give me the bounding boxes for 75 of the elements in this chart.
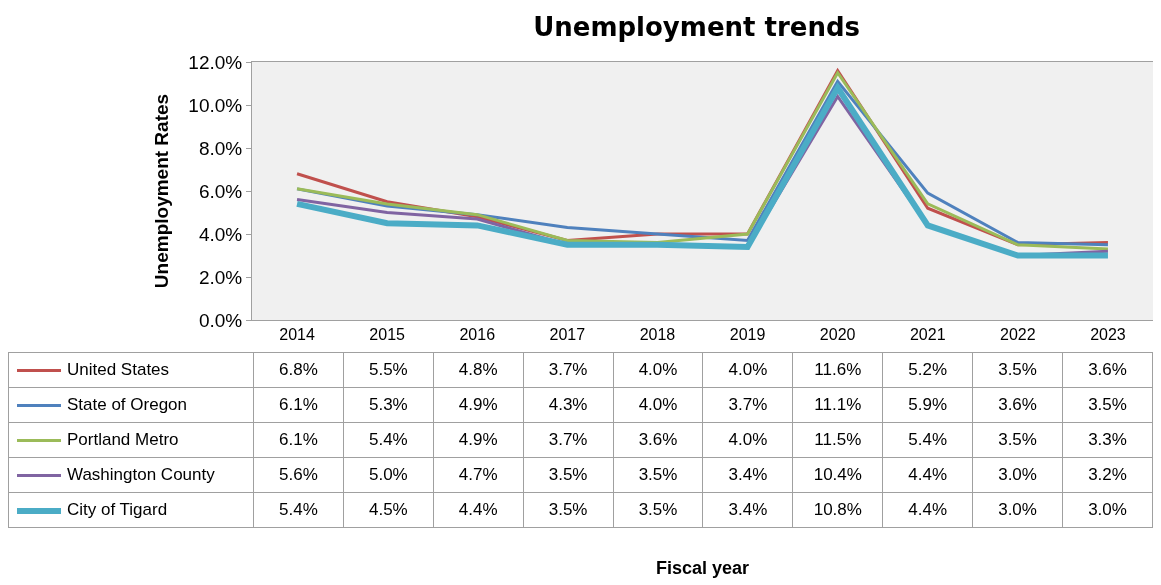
data-label: 3.0%: [972, 492, 1063, 528]
x-tick-label: 2021: [909, 326, 946, 344]
data-label: 3.5%: [1062, 387, 1153, 423]
x-tick-label: 2015: [369, 326, 406, 344]
y-tick-label: 6.0%: [198, 180, 243, 202]
data-label: 3.7%: [702, 387, 793, 423]
data-label: 11.1%: [792, 387, 883, 423]
data-label: 3.6%: [1062, 352, 1153, 388]
data-label: 4.7%: [433, 457, 524, 493]
data-label: 5.0%: [343, 457, 434, 493]
x-tick-label: 2018: [639, 326, 676, 344]
data-label: 4.9%: [433, 422, 524, 458]
data-label: 5.9%: [882, 387, 973, 423]
data-label: 10.8%: [792, 492, 883, 528]
data-label: 4.0%: [702, 422, 793, 458]
data-label: 5.4%: [253, 492, 344, 528]
y-tick-label: 4.0%: [198, 223, 243, 245]
data-label: 5.6%: [253, 457, 344, 493]
legend-label: State of Oregon: [67, 395, 188, 414]
x-tick-label: 2023: [1090, 326, 1126, 344]
data-label: 5.2%: [882, 352, 973, 388]
data-label: 4.4%: [433, 492, 524, 528]
x-tick-label: 2016: [459, 326, 496, 344]
data-label: 4.4%: [882, 457, 973, 493]
data-label: 6.8%: [253, 352, 344, 388]
data-label: 4.5%: [343, 492, 434, 528]
data-label: 3.0%: [1062, 492, 1153, 528]
data-label: 3.5%: [613, 492, 703, 528]
data-label: 5.4%: [882, 422, 973, 458]
data-label: 10.4%: [792, 457, 883, 493]
y-tick-label: 12.0%: [188, 51, 243, 73]
data-label: 4.0%: [613, 352, 703, 388]
y-tick-label: 10.0%: [188, 94, 243, 116]
y-axis-title: Unemployment Rates: [151, 93, 173, 289]
legend-label: United States: [67, 360, 170, 379]
data-label: 3.5%: [613, 457, 703, 493]
data-label: 3.5%: [972, 352, 1063, 388]
legend-label: City of Tigard: [67, 500, 168, 519]
x-tick-label: 2014: [279, 326, 315, 344]
data-label: 4.9%: [433, 387, 524, 423]
data-label: 3.5%: [523, 457, 614, 493]
data-label: 4.4%: [882, 492, 973, 528]
data-label: 3.6%: [972, 387, 1063, 423]
data-label: 3.3%: [1062, 422, 1153, 458]
y-tick-label: 8.0%: [198, 137, 243, 159]
data-label: 3.4%: [702, 492, 793, 528]
data-label: 3.5%: [972, 422, 1063, 458]
data-label: 3.2%: [1062, 457, 1153, 493]
data-label: 3.7%: [523, 422, 614, 458]
x-tick-label: 2017: [549, 326, 586, 344]
x-tick-label: 2019: [729, 326, 766, 344]
data-label: 4.0%: [702, 352, 793, 388]
data-label: 3.4%: [702, 457, 793, 493]
legend-label: Portland Metro: [67, 430, 179, 449]
data-label: 4.0%: [613, 387, 703, 423]
data-label: 5.5%: [343, 352, 434, 388]
data-label: 11.5%: [792, 422, 883, 458]
x-tick-label: 2022: [1000, 326, 1036, 344]
data-label: 4.8%: [433, 352, 524, 388]
chart-title: Unemployment trends: [533, 11, 861, 42]
text: Fiscal year: [654, 558, 751, 579]
data-label: 6.1%: [253, 422, 344, 458]
y-tick-label: 2.0%: [198, 266, 243, 288]
data-label: 5.4%: [343, 422, 434, 458]
data-label: 11.6%: [792, 352, 883, 388]
data-label: 4.3%: [523, 387, 614, 423]
y-tick-label: 0.0%: [198, 309, 243, 331]
data-label: 3.5%: [523, 492, 614, 528]
data-label: 3.0%: [972, 457, 1063, 493]
legend-label: Washington County: [67, 465, 215, 484]
x-tick-label: 2020: [819, 326, 856, 344]
data-label: 3.6%: [613, 422, 703, 458]
data-label: 6.1%: [253, 387, 344, 423]
data-label: 3.7%: [523, 352, 614, 388]
data-label: 5.3%: [343, 387, 434, 423]
